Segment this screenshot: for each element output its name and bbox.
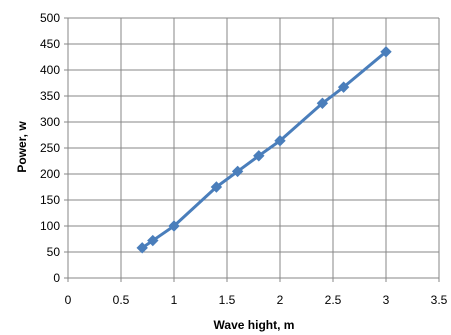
data-point-marker	[316, 97, 329, 109]
y-tick-label: 150	[40, 193, 60, 207]
x-tick-labels: 0 0.5 1 1.5 2 2.5 3 3.5	[65, 293, 448, 307]
y-tick-label: 300	[40, 115, 60, 129]
y-tick-label: 400	[40, 63, 60, 77]
x-tick-label: 0	[65, 293, 72, 307]
data-point-marker	[274, 135, 286, 147]
y-tick-label: 200	[40, 167, 60, 181]
x-tick-label: 2	[277, 293, 284, 307]
y-tick-label: 250	[40, 141, 60, 155]
x-tick-label: 2.5	[325, 293, 342, 307]
y-tick-label: 450	[40, 37, 60, 51]
x-tick-label: 1.5	[219, 293, 236, 307]
y-tick-label: 50	[47, 245, 61, 259]
x-tick-label: 3	[383, 293, 390, 307]
y-tick-label: 500	[40, 11, 60, 25]
grid-lines	[67, 17, 440, 279]
x-tick-label: 1	[171, 293, 178, 307]
y-tick-label: 350	[40, 89, 60, 103]
data-point-marker	[147, 234, 159, 247]
data-point-marker	[231, 165, 244, 178]
data-point-marker	[337, 81, 350, 93]
series-line	[141, 50, 387, 250]
data-series	[136, 46, 392, 254]
y-axis-title: Power, w	[15, 121, 29, 173]
x-axis-title: Wave hight, m	[214, 318, 295, 332]
y-tick-label: 100	[40, 219, 60, 233]
data-point-marker	[253, 150, 265, 162]
x-tick-label: 0.5	[113, 293, 130, 307]
y-tick-label: 0	[53, 271, 60, 285]
data-point-marker	[210, 181, 223, 193]
y-tick-labels: 0 50 100 150 200 250 300 350 400 450 500	[40, 11, 60, 285]
data-point-marker	[380, 46, 392, 58]
axes	[64, 17, 440, 282]
data-point-marker	[168, 220, 180, 232]
x-tick-label: 3.5	[431, 293, 448, 307]
data-point-marker	[136, 242, 148, 254]
